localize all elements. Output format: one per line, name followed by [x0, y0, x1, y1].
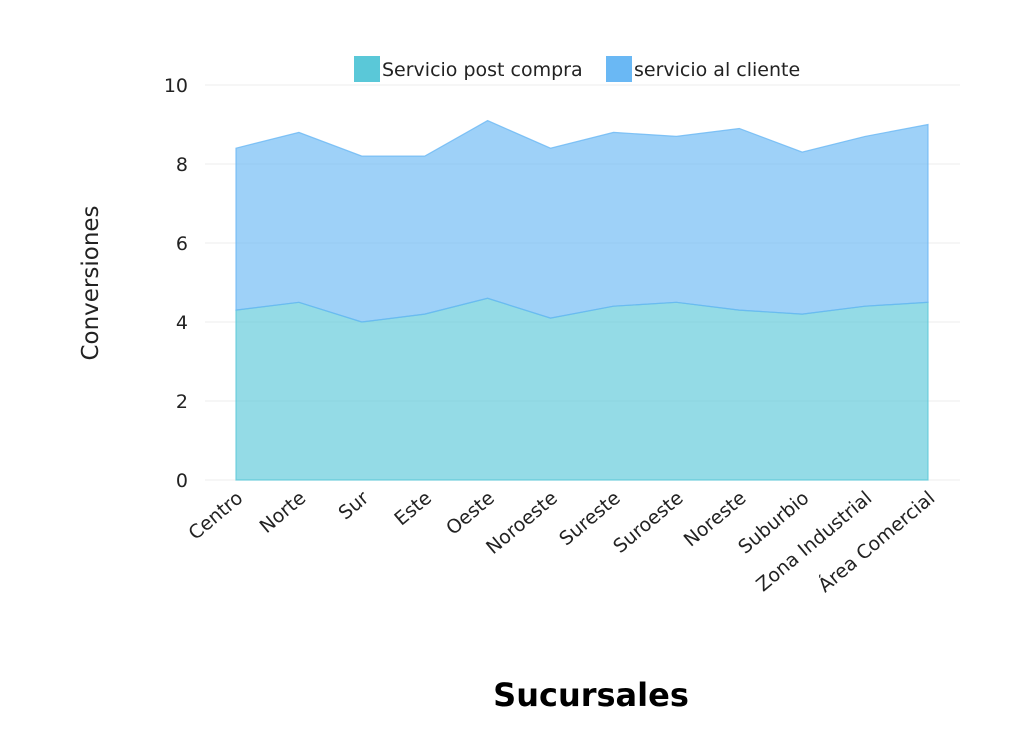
x-axis-title: Sucursales: [493, 676, 689, 714]
legend-label-servicio-post-compra: Servicio post compra: [382, 59, 583, 81]
x-tick-label: Centro: [184, 487, 247, 545]
legend-label-servicio-al-cliente: servicio al cliente: [634, 59, 800, 81]
x-tick-label: Área Comercial: [813, 486, 939, 597]
y-axis-title: Conversiones: [78, 205, 104, 360]
x-tick-label: Noroeste: [482, 487, 562, 559]
x-tick-label: Norte: [256, 487, 311, 538]
y-tick-label: 10: [164, 75, 188, 97]
y-tick-label: 4: [176, 312, 188, 334]
area-series-1: [235, 119, 929, 323]
y-tick-label: 6: [176, 233, 188, 255]
area-series-group: [235, 119, 929, 481]
x-tick-label: Oeste: [442, 487, 499, 540]
area-series-0: [235, 297, 929, 481]
legend-swatch-servicio-al-cliente: [606, 56, 632, 82]
y-axis: 0 2 4 6 8 10: [164, 75, 188, 492]
y-tick-label: 0: [176, 470, 188, 492]
y-tick-label: 2: [176, 391, 188, 413]
legend-swatch-servicio-post-compra: [354, 56, 380, 82]
y-tick-label: 8: [176, 154, 188, 176]
x-tick-label: Suroeste: [609, 487, 687, 558]
x-tick-label: Sur: [334, 487, 373, 524]
x-axis: Centro Norte Sur Este OesteNoroesteSuresteSu…: [184, 486, 939, 597]
legend: Servicio post compra servicio al cliente: [354, 56, 800, 82]
x-tick-label: Este: [390, 487, 436, 530]
